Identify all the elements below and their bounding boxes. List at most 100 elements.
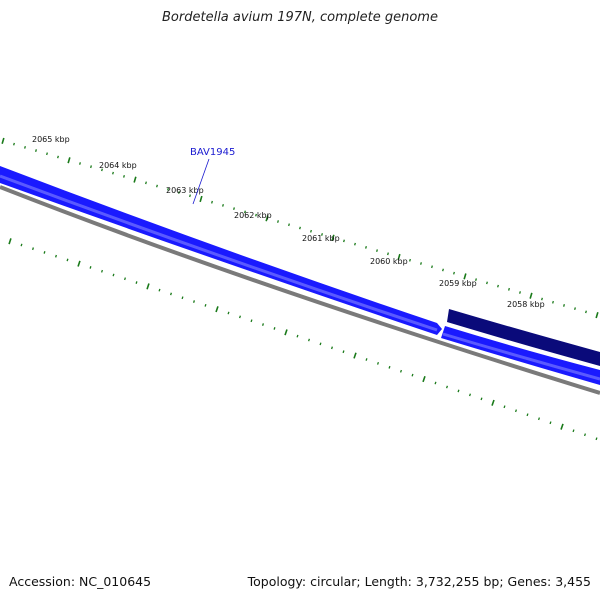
outer-tick-37 (409, 258, 411, 262)
inner-tick-19 (227, 311, 230, 315)
outer-tick-35 (387, 252, 389, 256)
outer-tick-1 (13, 142, 15, 146)
inner-tick-33 (388, 365, 391, 369)
inner-tick-23 (273, 327, 276, 330)
inner-tick-20 (238, 315, 242, 319)
gene-label-leader (192, 158, 210, 205)
gene-feature-bav1945[interactable] (0, 166, 442, 335)
outer-tick-23 (255, 213, 257, 217)
outer-tick-47 (519, 291, 521, 294)
tick-labels: 2065 kbp 2064 kbp 2063 kbp 2062 kbp 2061 kbp… (32, 135, 545, 309)
tick-label-2064: 2064 kbp (99, 161, 137, 170)
inner-tick-49 (572, 429, 575, 433)
inner-tick-15 (181, 296, 184, 300)
outer-tick-14 (156, 184, 158, 188)
inner-tick-47 (549, 421, 552, 425)
inner-tick-18 (215, 306, 219, 313)
outer-tick-44 (486, 281, 488, 285)
inner-tick-22 (261, 323, 265, 326)
outer-tick-19 (211, 200, 213, 204)
outer-tick-8 (90, 165, 92, 169)
outer-tick-21 (233, 207, 235, 211)
inner-tick-25 (296, 334, 299, 338)
inner-tick-0 (8, 238, 12, 245)
outer-tick-18 (199, 195, 203, 203)
inner-tick-8 (100, 269, 104, 273)
outer-tick-20 (222, 204, 224, 207)
tick-label-2063: 2063 kbp (166, 186, 204, 195)
outer-tick-2 (24, 145, 26, 149)
outer-tick-30 (331, 234, 335, 241)
outer-tick-11 (123, 174, 125, 178)
outer-tick-46 (508, 287, 510, 291)
outer-tick-40 (442, 268, 444, 272)
inner-tick-6 (77, 260, 81, 267)
outer-tick-42 (463, 273, 467, 280)
inner-tick-26 (307, 338, 311, 342)
inner-tick-39 (457, 389, 460, 393)
outer-tick-22 (244, 210, 246, 214)
outer-tick-31 (343, 239, 345, 243)
inner-tick-14 (169, 292, 173, 296)
outer-tick-7 (79, 162, 81, 165)
inner-tick-28 (330, 346, 334, 350)
outer-tick-50 (552, 300, 554, 304)
outer-tick-10 (112, 171, 114, 175)
outer-tick-25 (277, 220, 279, 223)
inner-tick-43 (503, 405, 506, 409)
inner-tick-27 (319, 342, 322, 346)
tick-label-2059: 2059 kbp (439, 279, 477, 288)
outer-tick-3 (35, 149, 37, 152)
inner-tick-35 (411, 373, 414, 377)
inner-tick-11 (135, 281, 138, 284)
outer-tick-6 (67, 157, 71, 164)
outer-tick-52 (574, 307, 576, 311)
inner-tick-10 (123, 277, 127, 281)
inner-tick-34 (399, 369, 403, 373)
outer-tick-45 (497, 284, 499, 288)
inner-tick-30 (353, 352, 357, 359)
outer-tick-32 (354, 242, 356, 246)
inner-tick-7 (89, 266, 92, 269)
inner-tick-36 (422, 375, 426, 383)
tick-label-2062: 2062 kbp (234, 211, 272, 220)
outer-tick-39 (431, 265, 433, 269)
outer-tick-43 (475, 278, 477, 282)
tick-label-2060: 2060 kbp (370, 257, 408, 266)
inner-tick-42 (491, 399, 495, 406)
inner-tick-21 (250, 319, 253, 323)
inner-tick-37 (434, 381, 437, 385)
outer-tick-38 (420, 262, 422, 265)
gene-feature-bav1945-highlight (0, 174, 438, 332)
outer-tick-51 (563, 304, 565, 307)
outer-tick-53 (585, 310, 587, 314)
inner-tick-4 (54, 254, 58, 258)
inner-tick-40 (468, 393, 472, 397)
gene-feature-forward-2-highlight (442, 332, 600, 381)
genome-summary-text: Topology: circular; Length: 3,732,255 bp… (247, 574, 591, 589)
inner-tick-41 (480, 397, 483, 401)
outer-tick-28 (310, 229, 312, 233)
inner-tick-46 (537, 417, 541, 421)
inner-tick-32 (376, 362, 380, 365)
gene-label-bav1945[interactable]: BAV1945 (190, 147, 235, 158)
inner-tick-17 (204, 303, 207, 307)
tick-label-2058: 2058 kbp (507, 300, 545, 309)
outer-tick-ring (1, 137, 599, 319)
gene-feature-reverse-1[interactable] (447, 309, 600, 366)
inner-tick-44 (514, 409, 518, 413)
outer-tick-48 (529, 292, 533, 299)
inner-tick-1 (20, 243, 23, 247)
inner-tick-5 (66, 258, 69, 262)
inner-tick-9 (112, 273, 115, 277)
outer-tick-26 (288, 223, 290, 227)
outer-tick-9 (101, 168, 103, 172)
inner-tick-3 (43, 251, 46, 254)
outer-tick-16 (178, 191, 180, 194)
inner-tick-13 (158, 288, 161, 292)
inner-tick-24 (284, 329, 288, 336)
accession-text: Accession: NC_010645 (9, 574, 152, 589)
outer-tick-27 (299, 226, 301, 230)
inner-tick-51 (595, 437, 598, 441)
